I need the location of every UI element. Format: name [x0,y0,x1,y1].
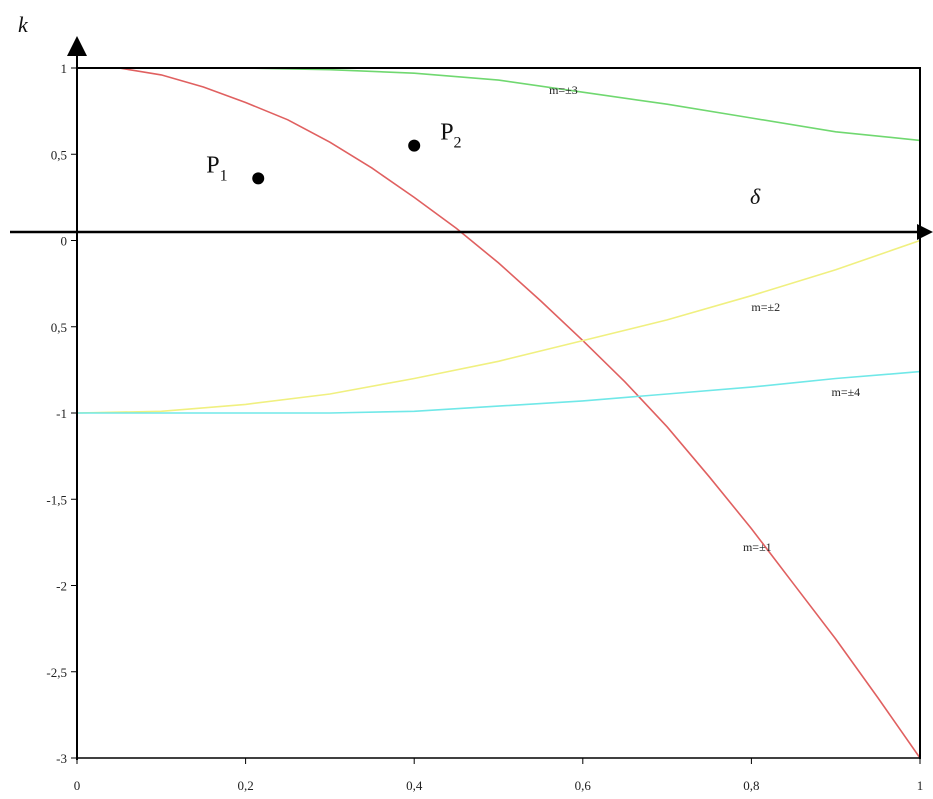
x-tick-label: 0,6 [575,778,592,793]
y-axis-title: k [18,12,29,37]
frame-layer [10,36,933,760]
series-label-2: m=±2 [751,300,780,314]
y-tick-label: -2 [56,579,67,594]
y-tick-label: -1 [56,406,67,421]
point-subscript: 2 [454,135,462,152]
ticks-layer: 0 0,2 0,4 0,6 0,8 1 1 0,5 0 0,5 -1 -1,5 -2 -2,5 -3 [46,61,923,793]
x-axis-title: δ [750,184,761,209]
x-tick-label: 1 [917,778,924,793]
x-tick-label: 0,4 [406,778,423,793]
y-tick-label: -1,5 [46,492,67,507]
y-tick-label: 0 [61,234,68,249]
y-tick-label: 0,5 [51,147,67,162]
point-label-p1: P1 [206,152,227,184]
series-line-2 [76,239,921,414]
points-layer: P1 P2 [206,120,462,185]
series-line-3 [77,67,921,142]
point-p2 [408,139,421,152]
x-axis-arrow-icon [917,224,933,240]
y-tick-label: -3 [56,751,67,766]
labels-layer: m=±1 m=±2 m=±3 m=±4 [549,83,860,554]
y-axis-arrow-icon [67,36,87,56]
y-tick-label: 0,5 [51,320,67,335]
x-tick-label: 0,2 [237,778,253,793]
x-tick-label: 0,8 [743,778,759,793]
series-layer [76,67,921,759]
series-label-3: m=±3 [549,83,578,97]
series-label-4: m=±4 [831,385,860,399]
point-subscript: 1 [220,167,228,184]
point-p1 [252,172,265,185]
series-line-1 [119,67,921,759]
series-label-1: m=±1 [743,540,772,554]
y-tick-label: 1 [61,61,68,76]
y-tick-label: -2,5 [46,665,67,680]
series-line-4 [77,370,921,414]
x-tick-label: 0 [74,778,81,793]
point-label-p2: P2 [440,120,461,152]
